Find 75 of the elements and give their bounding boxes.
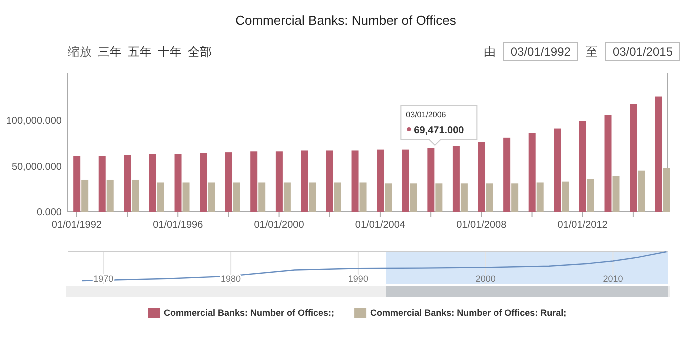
bar [182,182,190,212]
bar [326,150,334,212]
x-tick-label: 01/01/1992 [52,220,102,231]
legend-label: Commercial Banks: Number of Offices: Rural; [370,308,567,318]
bar [258,182,266,212]
text: 全部 [188,45,212,59]
bar [124,155,132,212]
bar [309,182,316,212]
x-tick-label: 01/01/2008 [456,220,508,231]
bar [106,180,114,212]
x-tick-label: 2010 [603,274,624,284]
bar [82,180,89,212]
bar [385,184,392,212]
bar [174,154,182,212]
bar [250,152,258,212]
y-tick-label: 100,000.000 [6,116,62,128]
bar [200,153,208,212]
bar [410,184,418,212]
bar [74,156,81,212]
bar [512,184,519,212]
y-tick-label: 0.000 [36,208,62,218]
bar [377,150,384,212]
bar [587,179,594,212]
bar [301,150,308,212]
text: 十年 [158,45,182,59]
x-tick-label: 01/01/1996 [153,220,204,231]
text: 03/01/1992 [510,45,572,59]
bar [478,142,486,212]
x-tick-label: 01/01/2012 [558,220,608,231]
bar [663,168,670,212]
text: 由 [484,45,496,59]
bar [360,182,367,212]
bar [486,184,494,212]
bar [536,182,544,212]
bar [352,150,359,212]
bar [98,156,106,212]
bar [655,96,662,212]
x-tick-label: 2000 [476,274,496,284]
bar [284,182,291,212]
bar [638,170,646,212]
text: 03/01/2015 [612,45,674,59]
bar [276,152,283,212]
bar [149,154,156,212]
bar [208,182,216,212]
text: 三年 [98,45,122,59]
bar [562,182,570,212]
text: 缩放 [68,45,92,59]
bar [334,182,342,212]
bar [630,104,638,212]
bar [554,128,562,212]
bar [452,146,460,212]
x-tick-label: 1990 [348,274,368,284]
bar [504,138,511,212]
x-tick-label: 1980 [221,274,242,284]
bar [233,182,240,212]
bar [157,182,164,212]
bar [460,184,468,212]
bar [428,148,435,212]
annotation: 03/01/2006 [406,110,447,120]
bar [604,115,612,212]
bar [612,176,620,212]
legend-label: Commercial Banks: Number of Offices:; [164,308,335,318]
bar [225,152,232,212]
chart-title: Commercial Banks: Number of Offices [236,13,457,28]
y-tick-label: 50,000.000 [12,162,62,173]
x-tick-label: 01/01/2004 [355,220,406,231]
bar [132,180,140,212]
bar [579,121,586,212]
x-tick-label: 01/01/2000 [254,220,305,231]
bar [436,184,443,212]
text: 至 [586,45,598,59]
bar [528,133,536,212]
text: 五年 [128,45,152,59]
bar [402,150,410,212]
data-label: 69,471.000 [414,125,465,136]
